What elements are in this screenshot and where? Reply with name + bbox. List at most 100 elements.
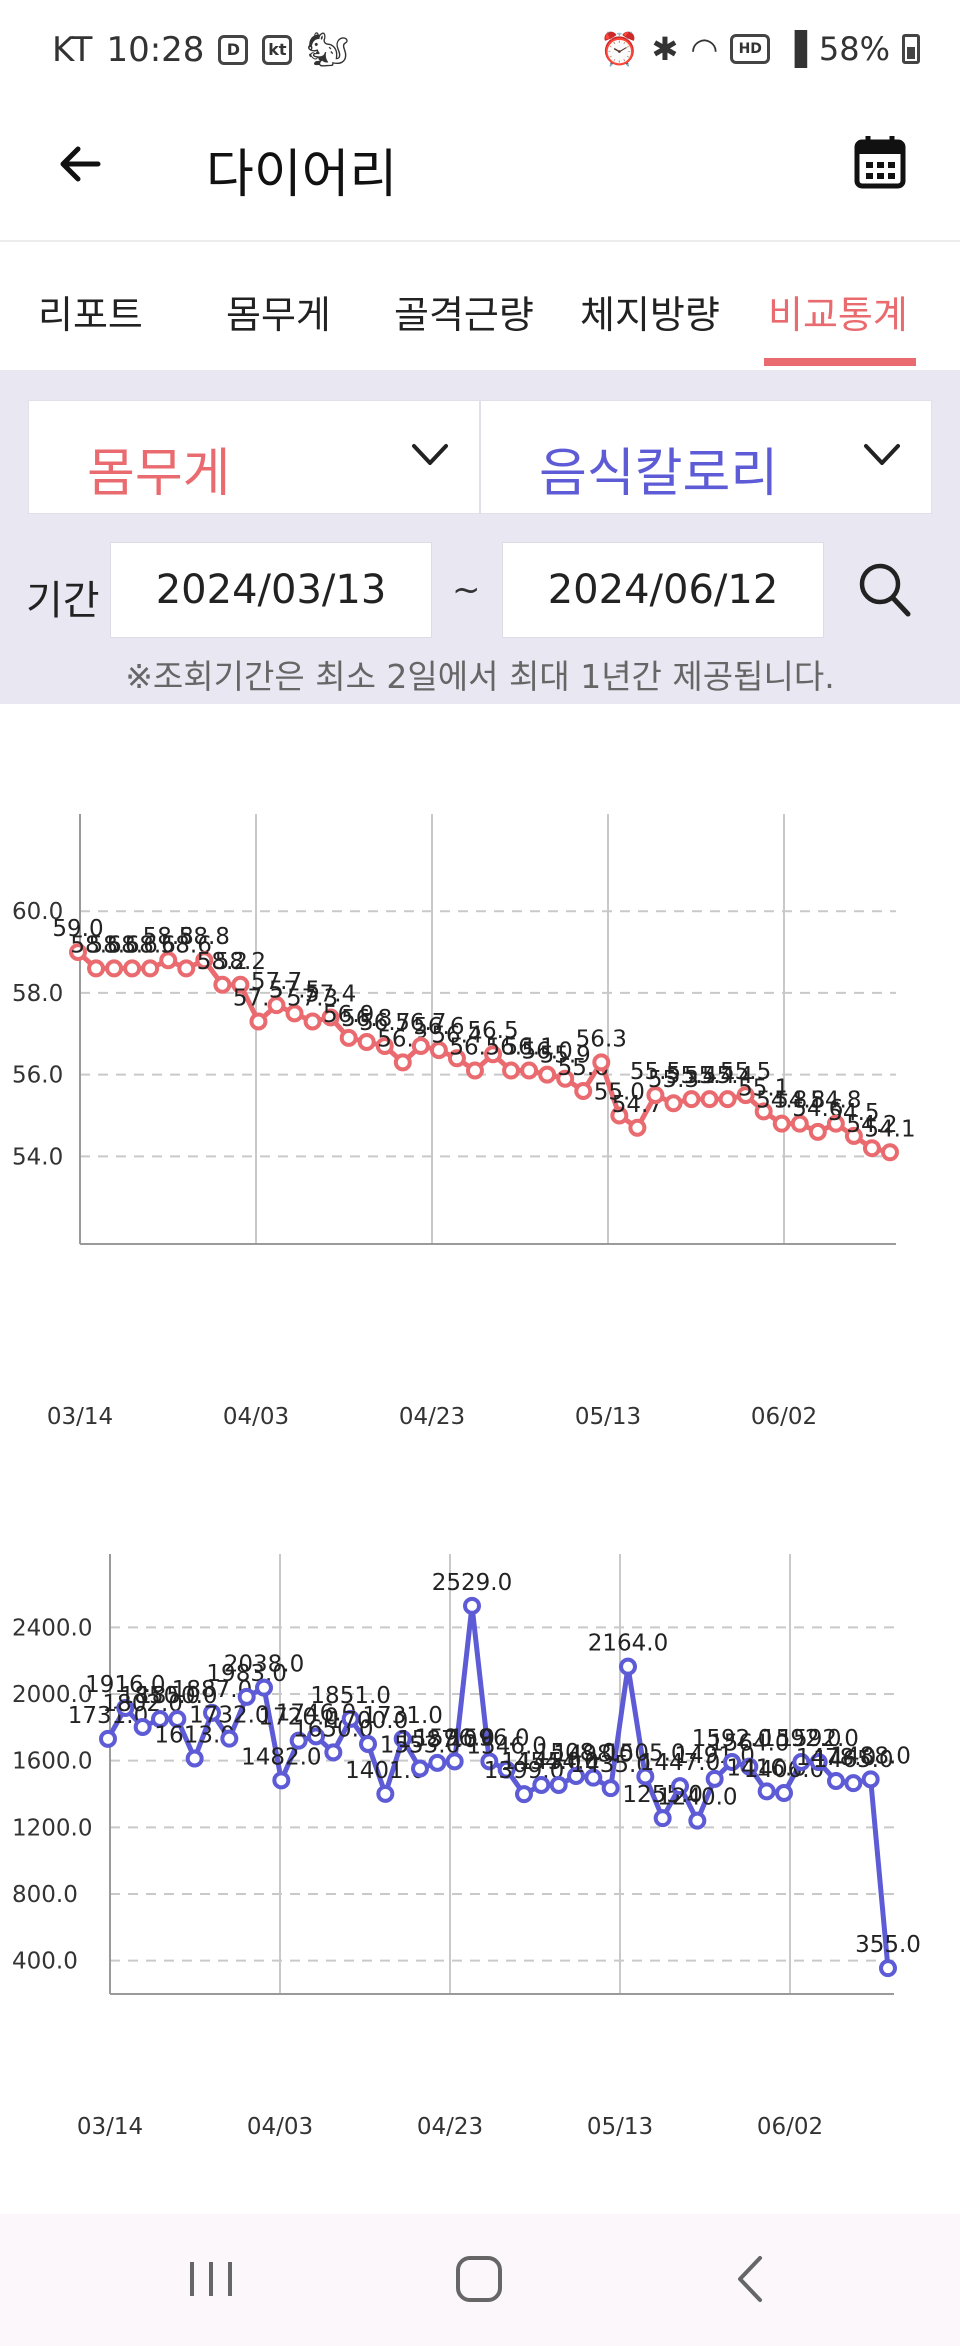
data-label: 58.8	[179, 924, 230, 950]
data-label: 1508.0	[536, 1740, 616, 1766]
data-label: 1465.0	[813, 1747, 893, 1773]
data-point	[538, 1065, 557, 1084]
data-point	[324, 1743, 343, 1762]
date-separator: ~	[452, 570, 481, 610]
data-point	[429, 1041, 448, 1060]
data-label: 1592.0	[692, 1726, 772, 1752]
metric-left-dropdown[interactable]: 몸무게	[28, 400, 480, 514]
data-label: 2038.0	[224, 1652, 304, 1678]
data-point	[520, 1061, 539, 1080]
data-point	[116, 1699, 135, 1717]
data-label: 1916.0	[85, 1672, 165, 1698]
data-label: 58.8	[143, 924, 194, 950]
tab-body-fat[interactable]: 체지방량	[580, 293, 720, 337]
data-point	[231, 975, 250, 994]
data-label: 1592.0	[761, 1726, 841, 1752]
data-point	[445, 1752, 464, 1771]
y-tick-label: 2400.0	[12, 1615, 92, 1641]
data-label: 56.9	[323, 1002, 374, 1028]
data-label: 55.4	[684, 1063, 735, 1089]
data-label: 57.4	[305, 981, 356, 1007]
x-tick-label: 03/14	[47, 1404, 113, 1430]
data-point	[772, 1114, 791, 1133]
data-point	[411, 1037, 430, 1056]
data-point	[808, 1122, 827, 1141]
tab-compare-stats[interactable]: 비교통계	[768, 293, 908, 337]
calorie-chart: 400.0 800.0 1200.0 1600.0 2000.0 2400.0 03/14 0…	[0, 1444, 960, 2214]
metric-right-label: 음식칼로리	[539, 444, 779, 504]
data-point	[465, 1061, 484, 1080]
x-tick-label: 06/02	[757, 2114, 823, 2140]
data-point	[159, 951, 178, 970]
start-date-field[interactable]: 2024/03/13	[110, 542, 432, 638]
recents-icon[interactable]	[176, 2244, 246, 2314]
data-point	[775, 1784, 793, 1802]
arrow-left-icon[interactable]	[50, 134, 110, 194]
status-left: KT 10:28 D kt 🐿	[52, 30, 350, 70]
data-label: 56.1	[504, 1035, 555, 1061]
tab-muscle[interactable]: 골격근량	[394, 293, 534, 337]
series-line	[105, 1603, 891, 1969]
data-point	[321, 1008, 340, 1027]
data-label: 56.5	[467, 1018, 518, 1044]
home-icon[interactable]	[444, 2244, 514, 2314]
data-point	[861, 1770, 880, 1789]
data-point	[195, 951, 214, 970]
system-nav-bar	[0, 2214, 960, 2346]
kt-icon: kt	[262, 35, 293, 65]
calendar-icon[interactable]	[850, 132, 910, 192]
data-point	[584, 1768, 603, 1787]
data-point	[447, 1049, 466, 1068]
chevron-down-icon	[412, 444, 448, 465]
data-label: 1546.0	[466, 1734, 546, 1760]
y-tick-label: 56.0	[12, 1063, 63, 1089]
data-point	[844, 1126, 863, 1145]
data-label: 1802.0	[102, 1691, 182, 1717]
data-point	[375, 1037, 394, 1056]
data-label: 57.7	[251, 969, 302, 995]
signal-icon: ▐	[782, 30, 807, 68]
data-label: 58.2	[215, 949, 266, 975]
data-label: 1482.0	[241, 1744, 321, 1770]
data-point	[484, 1045, 503, 1064]
back-chevron-icon[interactable]	[716, 2244, 786, 2314]
data-label: 2164.0	[588, 1631, 668, 1657]
tab-weight[interactable]: 몸무게	[226, 293, 331, 337]
data-point	[203, 1703, 221, 1722]
period-label: 기간	[26, 578, 100, 624]
data-point	[99, 1729, 117, 1748]
data-point	[272, 1771, 291, 1790]
data-label: 1720.0	[258, 1705, 338, 1731]
end-date-field[interactable]: 2024/06/12	[502, 542, 824, 638]
data-point	[141, 959, 160, 978]
data-point	[480, 1752, 499, 1771]
data-point	[341, 1709, 360, 1728]
data-point	[359, 1735, 377, 1753]
data-point	[357, 1032, 376, 1051]
data-label: 56.7	[359, 1010, 410, 1036]
data-label: 56.8	[341, 1006, 392, 1032]
data-label: 55.5	[720, 1059, 771, 1085]
y-tick-label: 1600.0	[12, 1749, 92, 1775]
data-label: 1983.0	[206, 1661, 286, 1687]
carrier-label: KT	[52, 30, 93, 70]
data-label: 1732.0	[189, 1703, 269, 1729]
data-point	[754, 1102, 773, 1121]
metric-right-dropdown[interactable]: 음식칼로리	[480, 400, 932, 514]
battery-percent: 58%	[818, 30, 890, 68]
data-point	[653, 1809, 672, 1828]
y-tick-label: 800.0	[12, 1882, 78, 1908]
data-point	[213, 975, 232, 994]
data-point	[133, 1718, 152, 1736]
series-line	[76, 950, 891, 1155]
x-tick-label: 06/02	[751, 1404, 817, 1430]
data-point	[151, 1710, 169, 1728]
data-label: 55.0	[594, 1080, 645, 1106]
data-point	[705, 1769, 724, 1788]
data-point	[619, 1657, 637, 1676]
data-point	[237, 1687, 256, 1706]
tab-report[interactable]: 리포트	[38, 293, 143, 337]
search-icon[interactable]	[856, 560, 912, 620]
data-label: 54.8	[756, 1088, 807, 1114]
x-tick-label: 04/03	[223, 1404, 289, 1430]
